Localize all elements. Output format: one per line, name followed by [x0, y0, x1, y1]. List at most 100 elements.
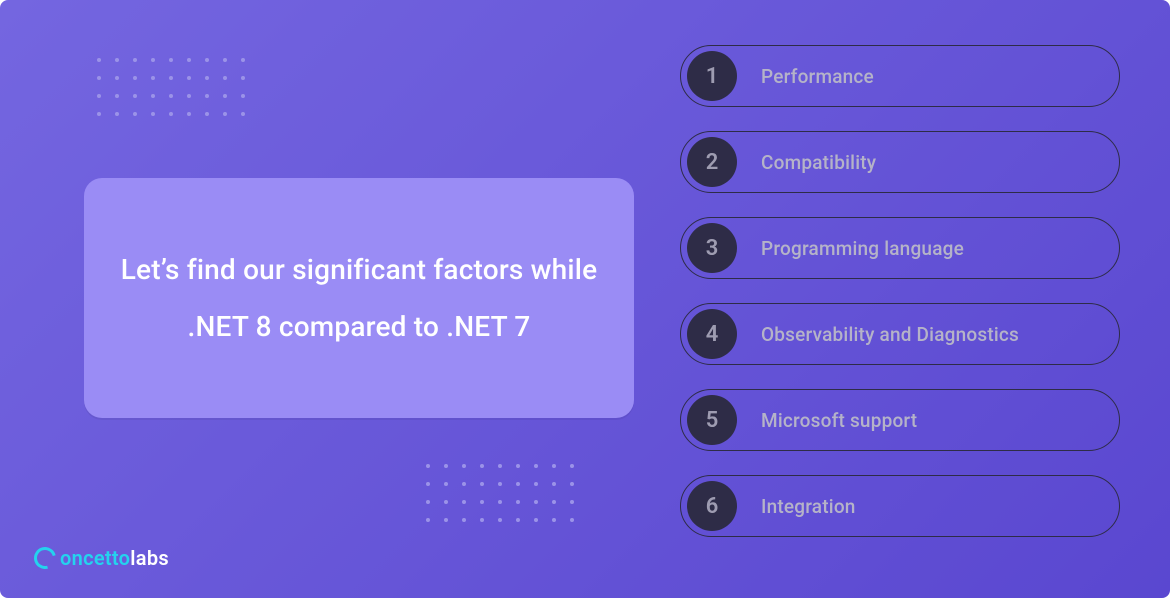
decorative-dot — [426, 500, 430, 504]
dot-grid-bottom — [426, 464, 574, 522]
factor-pill: 2 Compatibility — [680, 131, 1120, 193]
factor-number-badge: 5 — [687, 395, 737, 445]
factor-label: Microsoft support — [761, 409, 917, 432]
factor-pill: 4Observability and Diagnostics — [680, 303, 1120, 365]
decorative-dot — [241, 76, 245, 80]
logo-part1: oncetto — [60, 546, 130, 570]
decorative-dot — [223, 112, 227, 116]
decorative-dot — [462, 482, 466, 486]
decorative-dot — [480, 464, 484, 468]
logo-text: oncettolabs — [60, 546, 169, 570]
decorative-dot — [552, 500, 556, 504]
decorative-dot — [516, 500, 520, 504]
factor-label: Compatibility — [761, 151, 876, 174]
decorative-dot — [205, 58, 209, 62]
decorative-dot — [169, 58, 173, 62]
decorative-dot — [97, 94, 101, 98]
decorative-dot — [151, 94, 155, 98]
decorative-dot — [534, 464, 538, 468]
factor-label: Integration — [761, 495, 856, 518]
decorative-dot — [426, 482, 430, 486]
decorative-dot — [552, 518, 556, 522]
decorative-dot — [151, 76, 155, 80]
brand-logo: oncettolabs — [34, 546, 169, 570]
decorative-dot — [241, 112, 245, 116]
decorative-dot — [205, 112, 209, 116]
decorative-dot — [480, 518, 484, 522]
decorative-dot — [133, 58, 137, 62]
decorative-dot — [169, 112, 173, 116]
factor-number-badge: 1 — [687, 51, 737, 101]
logo-part2: labs — [130, 546, 169, 570]
decorative-dot — [115, 112, 119, 116]
decorative-dot — [223, 58, 227, 62]
decorative-dot — [169, 94, 173, 98]
decorative-dot — [133, 112, 137, 116]
decorative-dot — [498, 500, 502, 504]
decorative-dot — [205, 94, 209, 98]
decorative-dot — [444, 482, 448, 486]
decorative-dot — [570, 500, 574, 504]
headline-card: Let’s find our significant factors while… — [84, 178, 634, 418]
decorative-dot — [205, 76, 209, 80]
decorative-dot — [187, 112, 191, 116]
decorative-dot — [169, 76, 173, 80]
factor-number-badge: 4 — [687, 309, 737, 359]
decorative-dot — [241, 58, 245, 62]
decorative-dot — [498, 464, 502, 468]
factor-label: Programming language — [761, 237, 964, 260]
factor-pill: 3 Programming language — [680, 217, 1120, 279]
decorative-dot — [462, 464, 466, 468]
decorative-dot — [426, 464, 430, 468]
factor-number-badge: 2 — [687, 137, 737, 187]
factor-pill: 6 Integration — [680, 475, 1120, 537]
decorative-dot — [552, 482, 556, 486]
decorative-dot — [570, 482, 574, 486]
factor-list: 1 Performance 2 Compatibility 3 Programming l… — [680, 45, 1120, 537]
decorative-dot — [480, 482, 484, 486]
logo-c-icon — [30, 543, 60, 573]
decorative-dot — [462, 518, 466, 522]
decorative-dot — [133, 76, 137, 80]
decorative-dot — [133, 94, 137, 98]
decorative-dot — [115, 94, 119, 98]
decorative-dot — [516, 464, 520, 468]
decorative-dot — [97, 58, 101, 62]
decorative-dot — [97, 112, 101, 116]
decorative-dot — [462, 500, 466, 504]
decorative-dot — [498, 482, 502, 486]
decorative-dot — [426, 518, 430, 522]
factor-label: Performance — [761, 65, 874, 88]
infographic-canvas: Let’s find our significant factors while… — [0, 0, 1170, 598]
decorative-dot — [498, 518, 502, 522]
decorative-dot — [444, 464, 448, 468]
decorative-dot — [444, 518, 448, 522]
decorative-dot — [223, 76, 227, 80]
decorative-dot — [534, 518, 538, 522]
decorative-dot — [516, 482, 520, 486]
decorative-dot — [97, 76, 101, 80]
decorative-dot — [187, 94, 191, 98]
decorative-dot — [570, 464, 574, 468]
decorative-dot — [241, 94, 245, 98]
decorative-dot — [534, 500, 538, 504]
decorative-dot — [570, 518, 574, 522]
dot-grid-top — [97, 58, 245, 116]
decorative-dot — [115, 76, 119, 80]
decorative-dot — [151, 58, 155, 62]
headline-text: Let’s find our significant factors while… — [120, 241, 598, 356]
factor-pill: 5 Microsoft support — [680, 389, 1120, 451]
decorative-dot — [552, 464, 556, 468]
factor-pill: 1 Performance — [680, 45, 1120, 107]
decorative-dot — [444, 500, 448, 504]
decorative-dot — [187, 58, 191, 62]
decorative-dot — [516, 518, 520, 522]
decorative-dot — [187, 76, 191, 80]
decorative-dot — [115, 58, 119, 62]
decorative-dot — [534, 482, 538, 486]
decorative-dot — [223, 94, 227, 98]
factor-number-badge: 3 — [687, 223, 737, 273]
decorative-dot — [151, 112, 155, 116]
factor-number-badge: 6 — [687, 481, 737, 531]
decorative-dot — [480, 500, 484, 504]
